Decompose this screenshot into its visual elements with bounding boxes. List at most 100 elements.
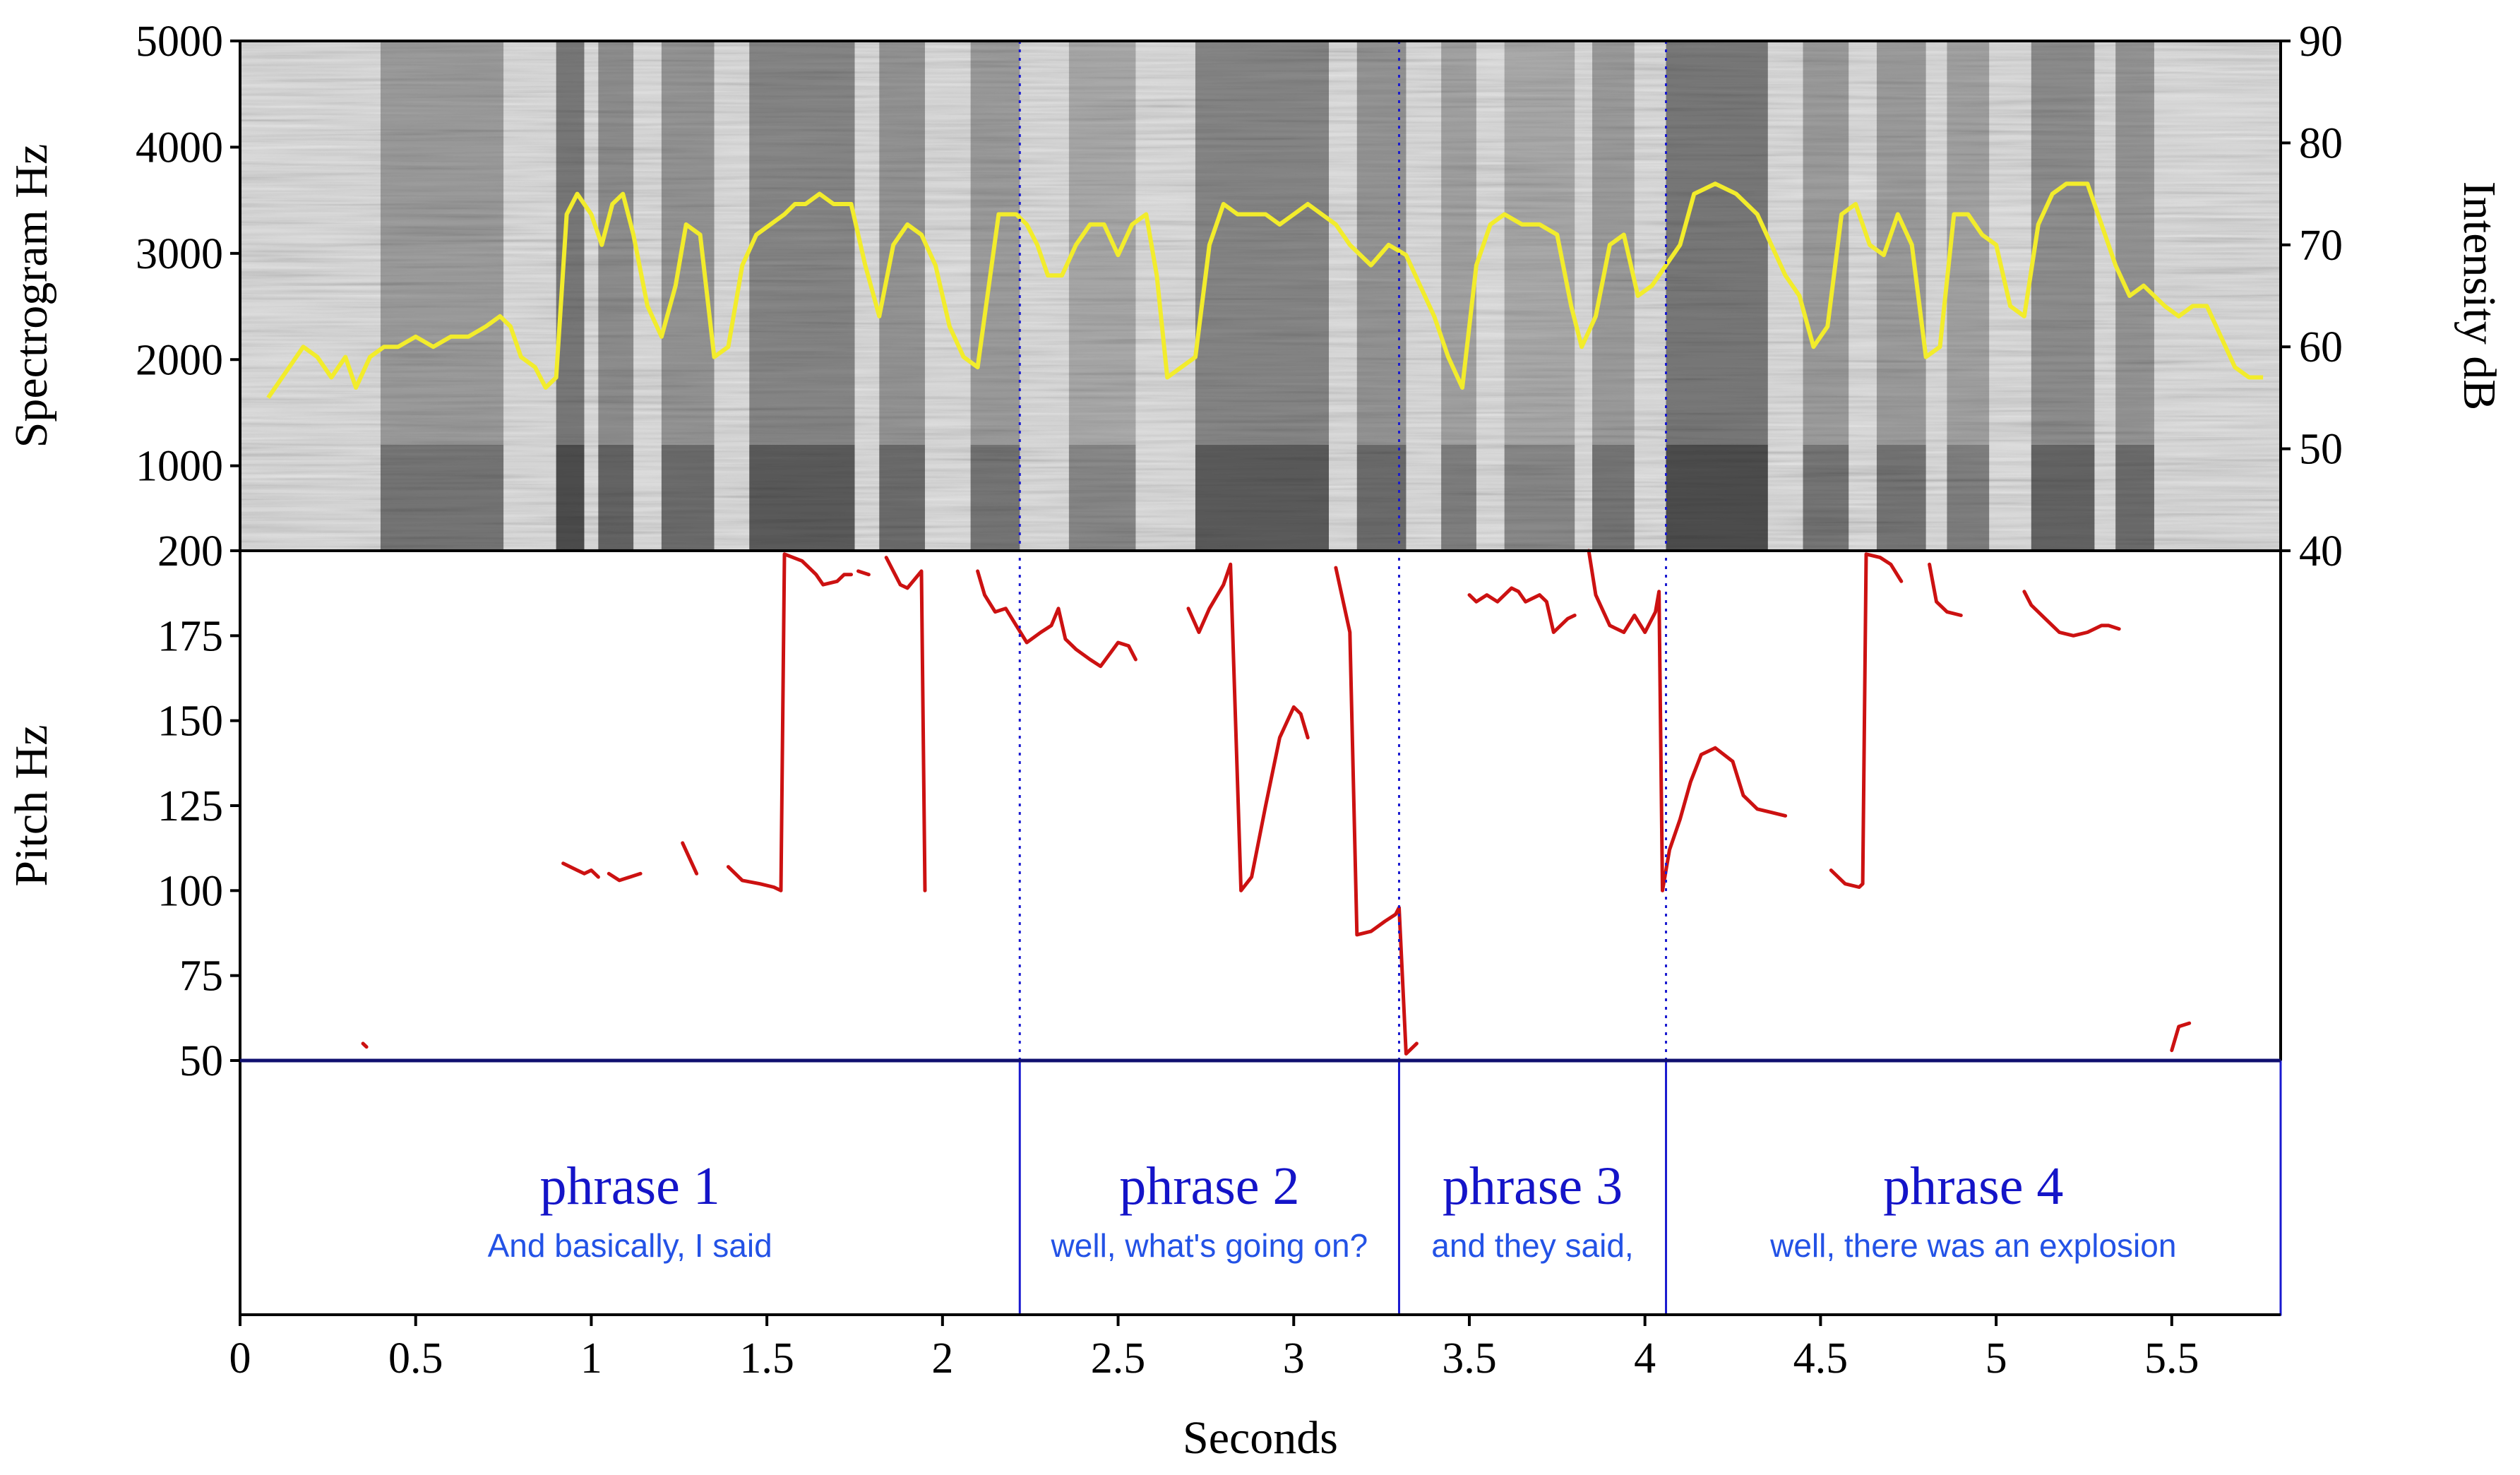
spectrogram-band [1947, 41, 1990, 551]
pitch-panel [240, 551, 2281, 1061]
spectrogram-y-tick-label: 3000 [136, 230, 223, 278]
spectrogram-y-tick-label: 200 [157, 527, 223, 575]
spectrogram-low-band [1504, 445, 1575, 551]
x-tick-label: 3 [1283, 1334, 1305, 1383]
spectrogram-band [1356, 41, 1407, 551]
phrase-label: phrase 4 [1883, 1157, 2063, 1216]
spectrogram-band [749, 41, 855, 551]
x-tick-label: 2 [931, 1334, 953, 1383]
pitch-segment [856, 569, 871, 577]
spectrogram-low-band [1068, 445, 1136, 551]
x-tick-label: 2.5 [1091, 1334, 1146, 1383]
spectrogram-band [1195, 41, 1329, 551]
spectrogram-low-band [749, 445, 855, 551]
spectrogram-low-band [1195, 445, 1329, 551]
intensity-y-tick-label: 80 [2299, 119, 2343, 167]
x-tick-label: 5 [1985, 1334, 2007, 1383]
pitch-y-tick-label: 100 [157, 867, 223, 915]
x-tick-label: 4.5 [1793, 1334, 1849, 1383]
pitch-segment [1928, 562, 1963, 617]
spectrogram-low-band [879, 445, 925, 551]
pitch-segment [1467, 586, 1577, 634]
x-tick-label: 3.5 [1442, 1334, 1497, 1383]
spectrogram-band [1504, 41, 1575, 551]
pitch-y-tick-label: 75 [179, 953, 223, 1001]
series-layer [266, 181, 2264, 1056]
x-axis-title: Seconds [1183, 1412, 1338, 1464]
spectrogram-low-band [1947, 445, 1990, 551]
spectrogram-y-axis-title: Spectrogram Hz [6, 144, 57, 448]
spectrogram-y-tick-label: 5000 [136, 18, 223, 66]
pitch-segment [976, 569, 1137, 669]
pitch-segment [1829, 552, 1904, 889]
pitch-y-tick-label: 150 [157, 698, 223, 746]
x-tick-label: 1 [580, 1334, 602, 1383]
spectrogram-low-band [970, 445, 1020, 551]
pitch-segment [884, 556, 927, 892]
spectrogram-y-tick-label: 2000 [136, 336, 223, 384]
pitch-segment [361, 1041, 369, 1049]
pitch-segment [681, 841, 699, 876]
x-tick-label: 0 [229, 1334, 251, 1383]
tick-layer: 5000400030002000100020090807060504017515… [136, 18, 2343, 1383]
spectrogram-band [970, 41, 1020, 551]
intensity-y-tick-label: 90 [2299, 18, 2343, 66]
spectrogram-panel [240, 41, 2281, 551]
phrase-transcript: and they said, [1431, 1227, 1633, 1264]
intensity-y-tick-label: 60 [2299, 323, 2343, 371]
spectrogram-low-band [2115, 445, 2154, 551]
pitch-y-tick-label: 50 [179, 1037, 223, 1085]
pitch-y-axis-title: Pitch Hz [6, 724, 57, 886]
spectrogram-low-band [2031, 445, 2095, 551]
spectrogram-y-tick-label: 1000 [136, 443, 223, 491]
x-tick-label: 1.5 [739, 1334, 794, 1383]
pitch-segment [1186, 562, 1310, 892]
intensity-y-tick-label: 40 [2299, 527, 2343, 575]
spectrogram-band [1803, 41, 1849, 551]
intensity-line [266, 181, 2264, 400]
x-tick-label: 5.5 [2144, 1334, 2199, 1383]
intensity-y-tick-label: 50 [2299, 426, 2343, 474]
pitch-y-tick-label: 125 [157, 782, 223, 830]
spectrogram-band [2031, 41, 2095, 551]
x-tick-label: 0.5 [388, 1334, 443, 1383]
pitch-segment [607, 871, 643, 883]
pitch-segment [726, 552, 853, 892]
intensity-y-axis-title: Intensity dB [2454, 181, 2505, 411]
spectrogram-low-band [1592, 445, 1635, 551]
x-tick-label: 4 [1634, 1334, 1656, 1383]
spectrogram-low-band [661, 445, 715, 551]
spectrogram-low-band [1441, 445, 1476, 551]
intensity-y-tick-label: 70 [2299, 222, 2343, 270]
phrase-label: phrase 1 [539, 1157, 719, 1216]
pitch-y-tick-label: 175 [157, 612, 223, 660]
spectrogram-y-tick-label: 4000 [136, 124, 223, 172]
phrase-transcript: well, what's going on? [1051, 1227, 1368, 1264]
spectrogram-low-band [556, 445, 585, 551]
spectrogram-low-band [1666, 445, 1768, 551]
phrase-label: phrase 3 [1443, 1157, 1623, 1216]
spectrogram-band [1666, 41, 1768, 551]
spectrogram-band [2115, 41, 2154, 551]
spectrogram-band [879, 41, 925, 551]
pitch-segment [2022, 590, 2121, 638]
spectrogram-low-band [380, 445, 504, 551]
pitch-background [240, 551, 2281, 1061]
pitch-segment [561, 861, 600, 879]
spectrogram-low-band [1803, 445, 1849, 551]
spectrogram-low-band [598, 445, 634, 551]
phrase-layer: phrase 1 And basically, I said phrase 2 wel… [488, 1157, 2177, 1264]
spectrogram-band [380, 41, 504, 551]
pitch-segment [2170, 1021, 2192, 1053]
spectrogram-low-band [1356, 445, 1407, 551]
phrase-label: phrase 2 [1119, 1157, 1299, 1216]
phrase-transcript: And basically, I said [488, 1227, 772, 1264]
pitch-segment [1334, 566, 1419, 1056]
spectrogram-band [1441, 41, 1476, 551]
spectrogram-band [598, 41, 634, 551]
spectrogram-low-band [1876, 445, 1926, 551]
pitch-segment [1587, 549, 1788, 892]
phrase-transcript: well, there was an explosion [1769, 1227, 2176, 1264]
spectrogram-band [1068, 41, 1136, 551]
